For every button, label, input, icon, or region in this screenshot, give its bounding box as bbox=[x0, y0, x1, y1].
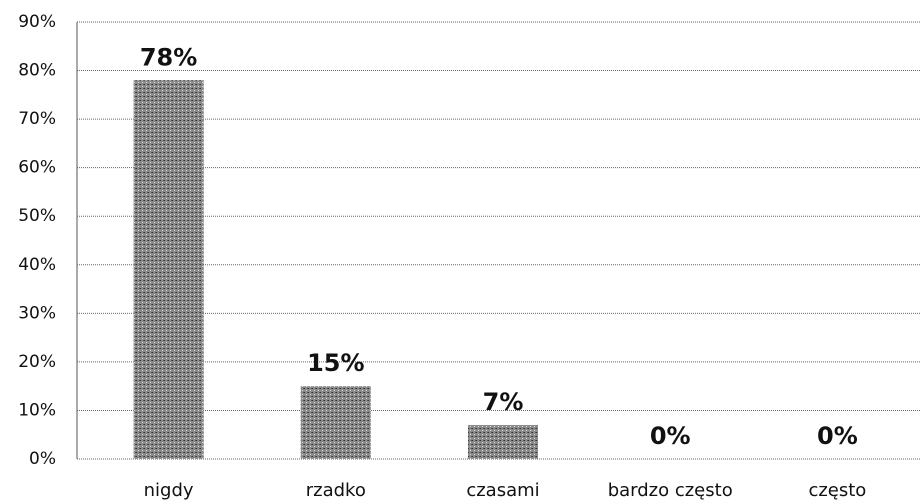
value-label: 7% bbox=[483, 388, 524, 416]
y-tick-label: 70% bbox=[18, 109, 56, 129]
bar-texture bbox=[300, 386, 371, 459]
y-tick-label: 50% bbox=[18, 206, 56, 226]
value-label: 0% bbox=[650, 422, 691, 450]
y-tick-label: 80% bbox=[18, 61, 56, 81]
y-tick-label: 90% bbox=[18, 12, 56, 32]
y-tick-label: 0% bbox=[29, 449, 56, 469]
y-tick-label: 40% bbox=[18, 255, 56, 275]
y-tick-label: 60% bbox=[18, 158, 56, 178]
bar-texture bbox=[468, 425, 538, 459]
value-label: 15% bbox=[307, 349, 364, 377]
value-label: 0% bbox=[817, 422, 858, 450]
y-tick-label: 10% bbox=[18, 400, 56, 420]
x-tick-label: nigdy bbox=[144, 480, 194, 501]
x-tick-label: czasami bbox=[466, 480, 539, 501]
x-tick-label: często bbox=[808, 480, 866, 501]
y-tick-label: 30% bbox=[18, 303, 56, 323]
x-tick-label: rzadko bbox=[306, 480, 366, 501]
y-tick-label: 20% bbox=[18, 352, 56, 372]
value-label: 78% bbox=[140, 43, 197, 71]
x-tick-label: bardzo często bbox=[608, 480, 733, 501]
bar-texture bbox=[133, 80, 204, 460]
